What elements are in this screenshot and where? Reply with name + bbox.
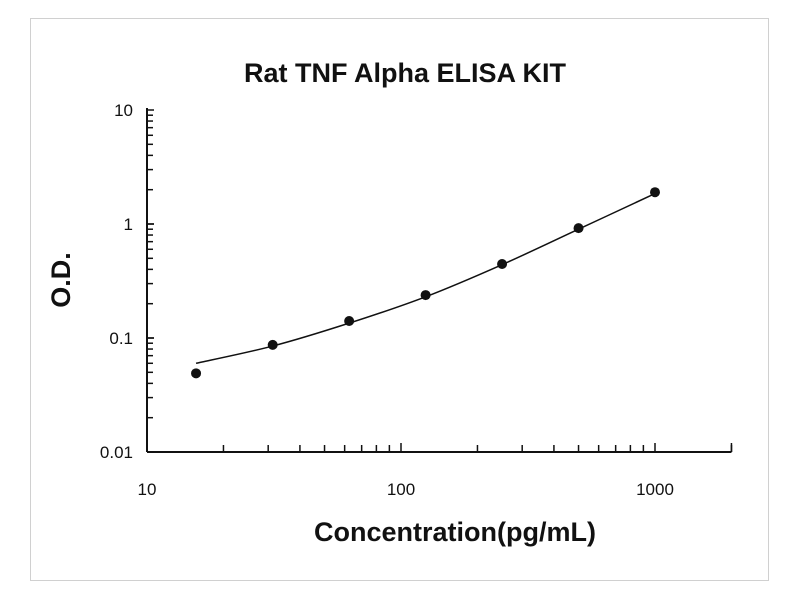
x-tick-label: 10	[138, 480, 157, 499]
data-point	[267, 339, 278, 350]
data-point	[573, 223, 584, 234]
y-axis-title: O.D.	[46, 252, 76, 308]
data-point	[497, 258, 508, 269]
x-tick-label: 1000	[636, 480, 674, 499]
chart-title: Rat TNF Alpha ELISA KIT	[244, 58, 567, 88]
data-point	[191, 368, 202, 379]
x-axis-title: Concentration(pg/mL)	[314, 517, 596, 547]
chart-frame	[30, 18, 769, 581]
x-tick-label: 100	[387, 480, 415, 499]
data-point	[420, 290, 431, 301]
y-tick-label: 10	[114, 101, 133, 120]
y-tick-label: 0.01	[100, 443, 133, 462]
fitted-curve	[195, 192, 656, 365]
y-tick-label: 1	[124, 215, 133, 234]
data-point	[344, 315, 355, 326]
data-point	[650, 187, 660, 198]
y-tick-label: 0.1	[109, 329, 133, 348]
